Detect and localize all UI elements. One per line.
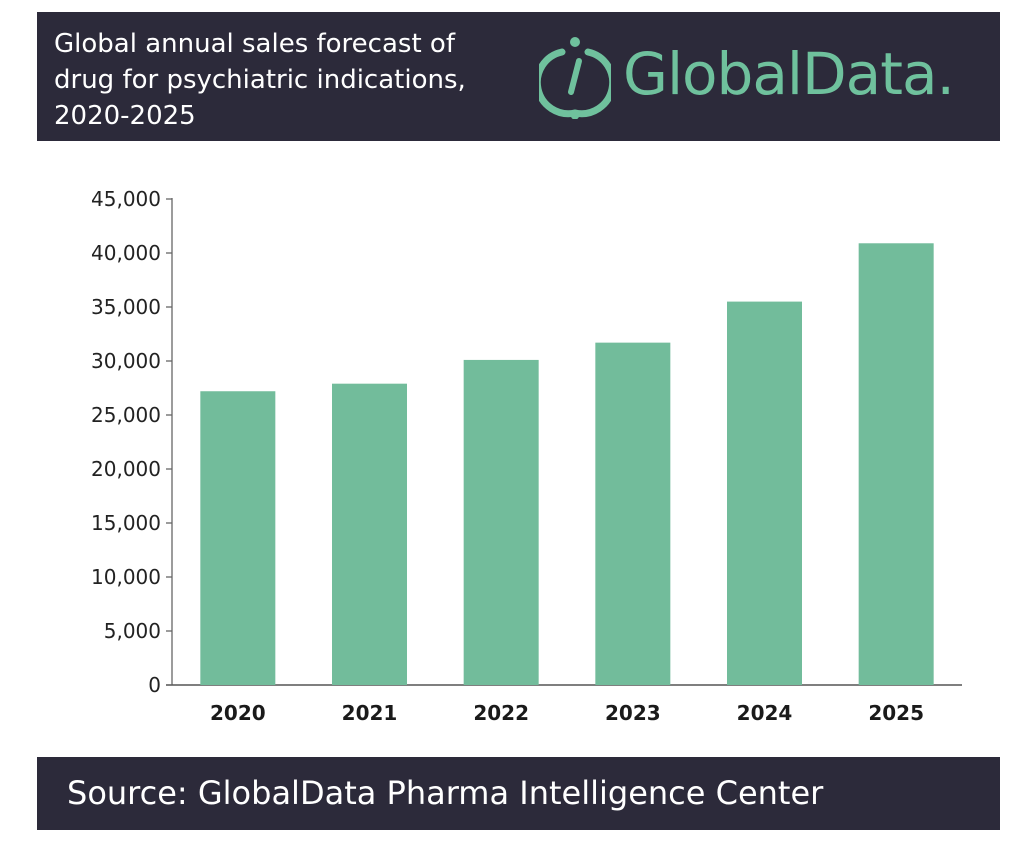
x-tick-label: 2024 bbox=[737, 701, 793, 725]
x-tick-label: 2020 bbox=[210, 701, 266, 725]
source-note: Source: GlobalData Pharma Intelligence C… bbox=[67, 774, 824, 812]
x-tick-label: 2025 bbox=[868, 701, 924, 725]
x-tick-label: 2023 bbox=[605, 701, 661, 725]
bar-2025 bbox=[858, 243, 934, 685]
chart-title: Global annual sales forecast of drug for… bbox=[54, 29, 466, 131]
chart-footer: Source: GlobalData Pharma Intelligence C… bbox=[37, 757, 1000, 830]
sales-forecast-bar-chart: 0 5,000 10,000 15,000 20,000 25,000 30,000 35,0… bbox=[0, 175, 1024, 745]
y-tick-label: 25,000 bbox=[91, 403, 161, 427]
bar-2023 bbox=[595, 342, 671, 685]
chart-header: Global annual sales forecast of drug for… bbox=[37, 12, 1000, 141]
y-tick-label: 20,000 bbox=[91, 457, 161, 481]
globaldata-wordmark: GlobalData. bbox=[623, 40, 955, 108]
y-tick-label: 45,000 bbox=[91, 187, 161, 211]
y-tick-label: 30,000 bbox=[91, 349, 161, 373]
globaldata-logo: GlobalData. bbox=[535, 30, 985, 125]
chart-svg: 0 5,000 10,000 15,000 20,000 25,000 30,000 35,0… bbox=[91, 187, 962, 725]
globaldata-logo-icon bbox=[539, 37, 611, 119]
bar-2022 bbox=[463, 359, 539, 685]
y-tick-label: 5,000 bbox=[104, 619, 161, 643]
y-tick-label: 40,000 bbox=[91, 241, 161, 265]
bar-2021 bbox=[332, 383, 407, 685]
x-tick-label: 2022 bbox=[473, 701, 529, 725]
bar-2024 bbox=[727, 301, 802, 685]
x-tick-label: 2021 bbox=[342, 701, 398, 725]
bar-2020 bbox=[200, 391, 276, 685]
y-tick-label: 10,000 bbox=[91, 565, 161, 589]
y-tick-label: 35,000 bbox=[91, 295, 161, 319]
y-tick-label: 0 bbox=[148, 673, 161, 697]
y-tick-label: 15,000 bbox=[91, 511, 161, 535]
